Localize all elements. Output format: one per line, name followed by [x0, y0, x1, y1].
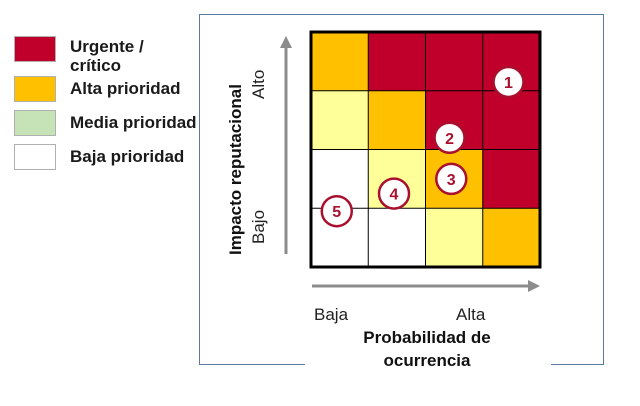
matrix-cell-r4-c4 [482, 208, 540, 267]
matrix-cell-r2-c4 [482, 90, 540, 150]
x-axis-title-line-1: Probabilidad de [363, 328, 491, 347]
frame-gap [305, 358, 551, 372]
risk-marker-5 [320, 194, 354, 228]
risk-marker-1 [492, 65, 525, 99]
matrix-cell-r3-c4 [482, 149, 540, 209]
risk-marker-label-2: 2 [445, 131, 454, 148]
x-axis-title-line-2: ocurrencia [384, 351, 471, 370]
legend-swatch-low [14, 144, 56, 170]
risk-marker-label-1: 1 [504, 75, 513, 92]
risk-marker-label-5: 5 [332, 204, 341, 221]
legend-swatch-medium [14, 110, 56, 136]
matrix-cell-r1-c1 [311, 32, 369, 91]
matrix-cell-r1-c2 [368, 32, 426, 91]
legend-label-urgent: Urgente / crítico [70, 37, 144, 75]
risk-markers: 1 2 3 4 5 [320, 65, 525, 228]
legend-label-low: Baja prioridad [70, 147, 185, 166]
risk-marker-label-4: 4 [390, 187, 399, 204]
risk-marker-2 [433, 121, 466, 154]
matrix-border [309, 30, 542, 269]
y-axis-low-label: Bajo [249, 210, 268, 244]
y-axis-high-label: Alto [249, 70, 268, 99]
matrix-cell-r2-c2 [368, 90, 426, 150]
matrix-cell-r2-c1 [311, 90, 369, 150]
legend-label-medium: Media prioridad [70, 113, 197, 132]
legend-swatch-high [14, 76, 56, 102]
legend-swatch-urgent [14, 36, 56, 62]
matrix-cell-r4-c3 [425, 208, 483, 267]
x-axis-low-label: Baja [314, 305, 349, 324]
x-axis-high-label: Alta [456, 305, 486, 324]
matrix-cell-r1-c3 [425, 32, 483, 91]
risk-marker-label-3: 3 [447, 172, 456, 189]
legend-label-high: Alta prioridad [70, 79, 181, 98]
risk-marker-3 [435, 162, 468, 196]
risk-marker-4 [377, 177, 411, 210]
y-axis-title: Impacto reputacional [226, 84, 245, 255]
matrix-cell-r4-c2 [368, 208, 426, 267]
